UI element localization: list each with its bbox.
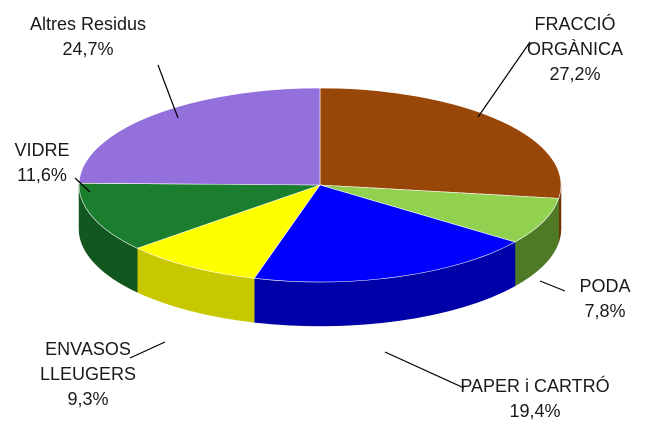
slice-value-poda: 7,8% [584,301,625,321]
pie-slice-envasos-lleugers [136,184,321,279]
leader-line-fraccio-organica [477,41,531,118]
data-labels: FRACCIÓ ORGÀNICA 27,2% PODA 7,8% PAPER i CART… [14,13,630,421]
slice-value-altres-residus: 24,7% [62,39,113,59]
slice-label-paper-i-cartro: PAPER i CARTRÓ [460,375,609,396]
slice-value-fraccio-organica: 27,2% [549,64,600,84]
slice-value-vidre: 11,6% [17,165,67,185]
pie-sides [78,184,562,327]
leader-line-envasos-lleugers [129,341,166,359]
leader-lines [74,41,566,389]
pie-slice-vidre [78,182,321,249]
slice-label-vidre: VIDRE [14,140,69,160]
leader-line-altres-residus [157,64,179,119]
leader-line-poda [539,280,566,292]
leader-line-paper-i-cartro [384,351,465,389]
slice-label-envasos-lleugers: ENVASOS [45,339,131,359]
slice-label-poda: PODA [579,276,630,296]
slice-value-paper-i-cartro: 19,4% [509,401,560,421]
leader-line-vidre [74,177,91,193]
pie-slice-paper-i-cartro [253,184,516,283]
slice-label-fraccio-organica: ORGÀNICA [527,39,623,59]
pie-slice-poda [319,184,560,243]
slice-label-fraccio-organica: FRACCIÓ [535,13,616,34]
slice-value-envasos-lleugers: 9,3% [67,389,108,409]
slice-label-altres-residus: Altres Residus [30,14,146,34]
pie-slice-altres-residus [78,87,321,186]
pie-slices [78,87,562,283]
pie-slice-fraccio-organica [319,87,562,199]
slice-label-envasos-lleugers: LLEUGERS [40,364,136,384]
